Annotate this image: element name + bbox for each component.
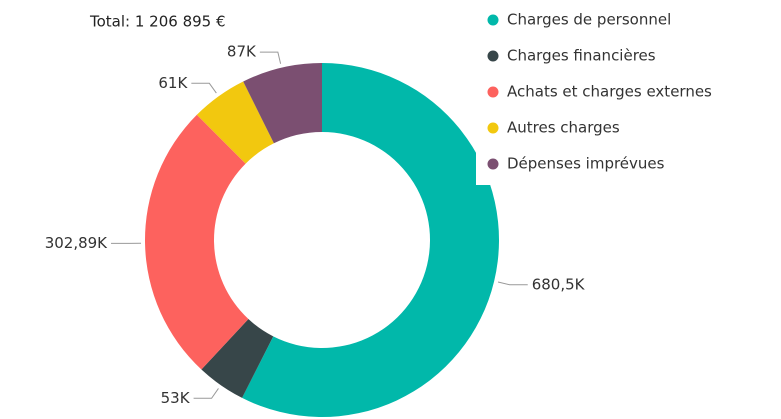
legend-marker [487,122,499,134]
data-label: 53K [161,389,191,407]
data-label: 61K [158,74,188,92]
donut-slice [145,114,249,370]
legend-label: Autres charges [507,119,620,137]
data-label: 302,89K [45,234,108,252]
leader-line [497,281,528,286]
legend-marker [487,158,499,170]
leader-line [191,82,217,94]
legend-marker [487,50,499,62]
legend-box [476,5,781,185]
legend-marker [487,14,499,26]
legend-label: Charges financières [507,47,656,65]
legend-label: Dépenses imprévues [507,155,665,173]
legend-label: Achats et charges externes [507,83,712,101]
legend-marker [487,86,499,98]
donut-slice [243,63,322,144]
data-label: 680,5K [532,275,586,293]
legend-label: Charges de personnel [507,11,671,29]
donut-slice [242,63,499,417]
donut-slice [196,81,274,164]
donut-slice [201,319,274,398]
leader-line [259,51,282,64]
chart-subtitle: Total: 1 206 895 € [89,13,226,31]
leader-line [193,388,219,399]
data-label: 87K [227,43,257,61]
